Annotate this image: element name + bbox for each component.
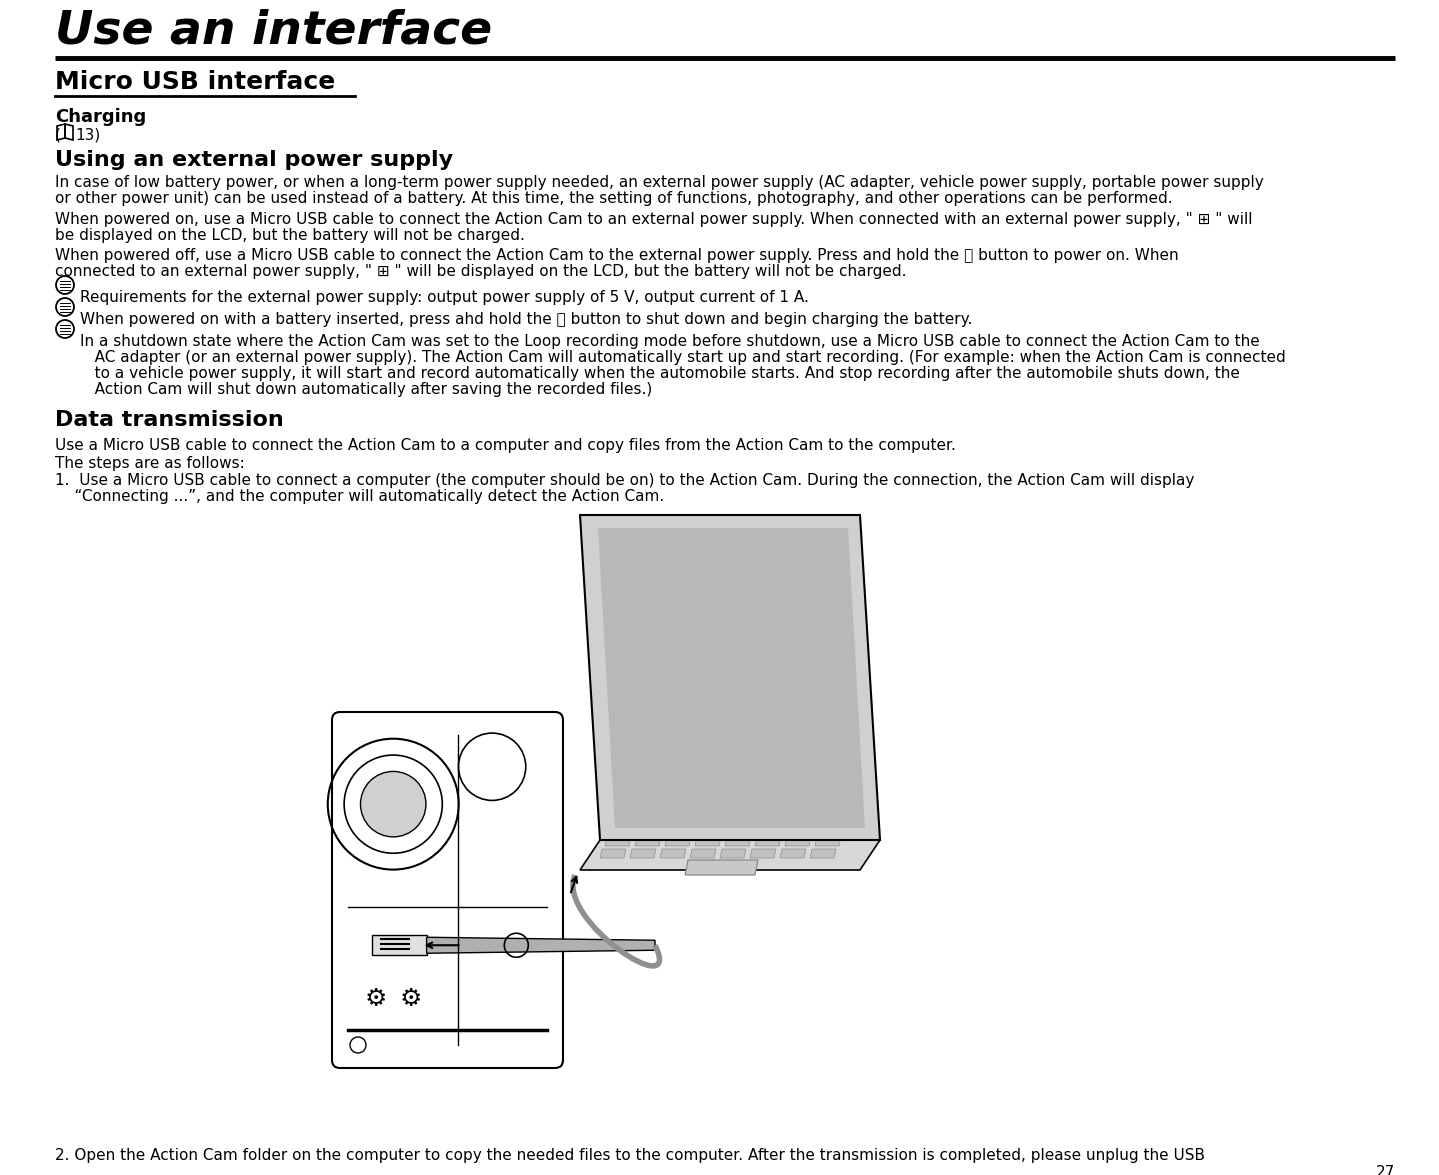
Polygon shape [599,528,865,828]
Polygon shape [614,813,640,822]
Polygon shape [580,515,881,840]
Polygon shape [426,938,655,953]
Text: Use an interface: Use an interface [55,8,492,53]
Polygon shape [645,813,671,822]
Text: When powered on, use a Micro USB cable to connect the Action Cam to an external : When powered on, use a Micro USB cable t… [55,212,1252,227]
Polygon shape [630,850,656,858]
Text: Micro USB interface: Micro USB interface [55,70,335,94]
Text: When powered on with a battery inserted, press ahd hold the ⛰ button to shut dow: When powered on with a battery inserted,… [81,313,973,327]
Text: Requirements for the external power supply: output power supply of 5 V, output c: Requirements for the external power supp… [81,290,809,306]
Text: 27: 27 [1376,1164,1394,1175]
Polygon shape [790,825,816,834]
Polygon shape [750,850,776,858]
Text: When powered off, use a Micro USB cable to connect the Action Cam to the externa: When powered off, use a Micro USB cable … [55,248,1179,263]
Polygon shape [730,825,755,834]
Polygon shape [735,813,761,822]
Text: ⚙: ⚙ [400,987,422,1010]
Polygon shape [604,837,630,846]
Polygon shape [794,813,822,822]
Text: Data transmission: Data transmission [55,410,283,430]
Polygon shape [786,837,812,846]
Polygon shape [760,825,786,834]
Text: 13): 13) [75,128,101,143]
Polygon shape [720,850,745,858]
Polygon shape [695,837,721,846]
Text: be displayed on the LCD, but the battery will not be charged.: be displayed on the LCD, but the battery… [55,228,525,243]
Polygon shape [600,850,626,858]
Text: 1.  Use a Micro USB cable to connect a computer (the computer should be on) to t: 1. Use a Micro USB cable to connect a co… [55,474,1194,488]
Polygon shape [635,837,661,846]
Text: Action Cam will shut down automatically after saving the recorded files.): Action Cam will shut down automatically … [81,382,652,397]
Polygon shape [580,840,881,870]
Polygon shape [699,825,727,834]
Text: Using an external power supply: Using an external power supply [55,150,453,170]
Polygon shape [665,837,691,846]
Text: connected to an external power supply, " ⊞ " will be displayed on the LCD, but t: connected to an external power supply, "… [55,264,907,278]
Polygon shape [705,813,731,822]
Text: In a shutdown state where the Action Cam was set to the Loop recording mode befo: In a shutdown state where the Action Cam… [81,334,1259,349]
Text: to a vehicle power supply, it will start and record automatically when the autom: to a vehicle power supply, it will start… [81,365,1240,381]
Polygon shape [825,813,850,822]
Polygon shape [661,850,686,858]
Polygon shape [814,837,840,846]
Polygon shape [810,850,836,858]
Circle shape [361,772,426,837]
Text: The steps are as follows:: The steps are as follows: [55,456,245,471]
Text: ⚙: ⚙ [364,987,387,1010]
Polygon shape [671,825,696,834]
Text: “Connecting ...”, and the computer will automatically detect the Action Cam.: “Connecting ...”, and the computer will … [55,489,665,504]
FancyBboxPatch shape [332,712,563,1068]
Polygon shape [685,860,758,875]
Text: 2. Open the Action Cam folder on the computer to copy the needed files to the co: 2. Open the Action Cam folder on the com… [55,1148,1204,1163]
Polygon shape [371,935,426,955]
Polygon shape [820,825,846,834]
Text: Use a Micro USB cable to connect the Action Cam to a computer and copy files fro: Use a Micro USB cable to connect the Act… [55,438,955,454]
Polygon shape [780,850,806,858]
Polygon shape [610,825,636,834]
Polygon shape [675,813,701,822]
Text: (: ( [55,128,60,143]
Text: or other power unit) can be used instead of a battery. At this time, the setting: or other power unit) can be used instead… [55,192,1173,206]
Polygon shape [755,837,781,846]
Polygon shape [640,825,666,834]
Polygon shape [725,837,751,846]
Text: AC adapter (or an external power supply). The Action Cam will automatically star: AC adapter (or an external power supply)… [81,350,1286,365]
Polygon shape [689,850,717,858]
Text: In case of low battery power, or when a long-term power supply needed, an extern: In case of low battery power, or when a … [55,175,1263,190]
Text: Charging: Charging [55,108,147,126]
Polygon shape [766,813,791,822]
